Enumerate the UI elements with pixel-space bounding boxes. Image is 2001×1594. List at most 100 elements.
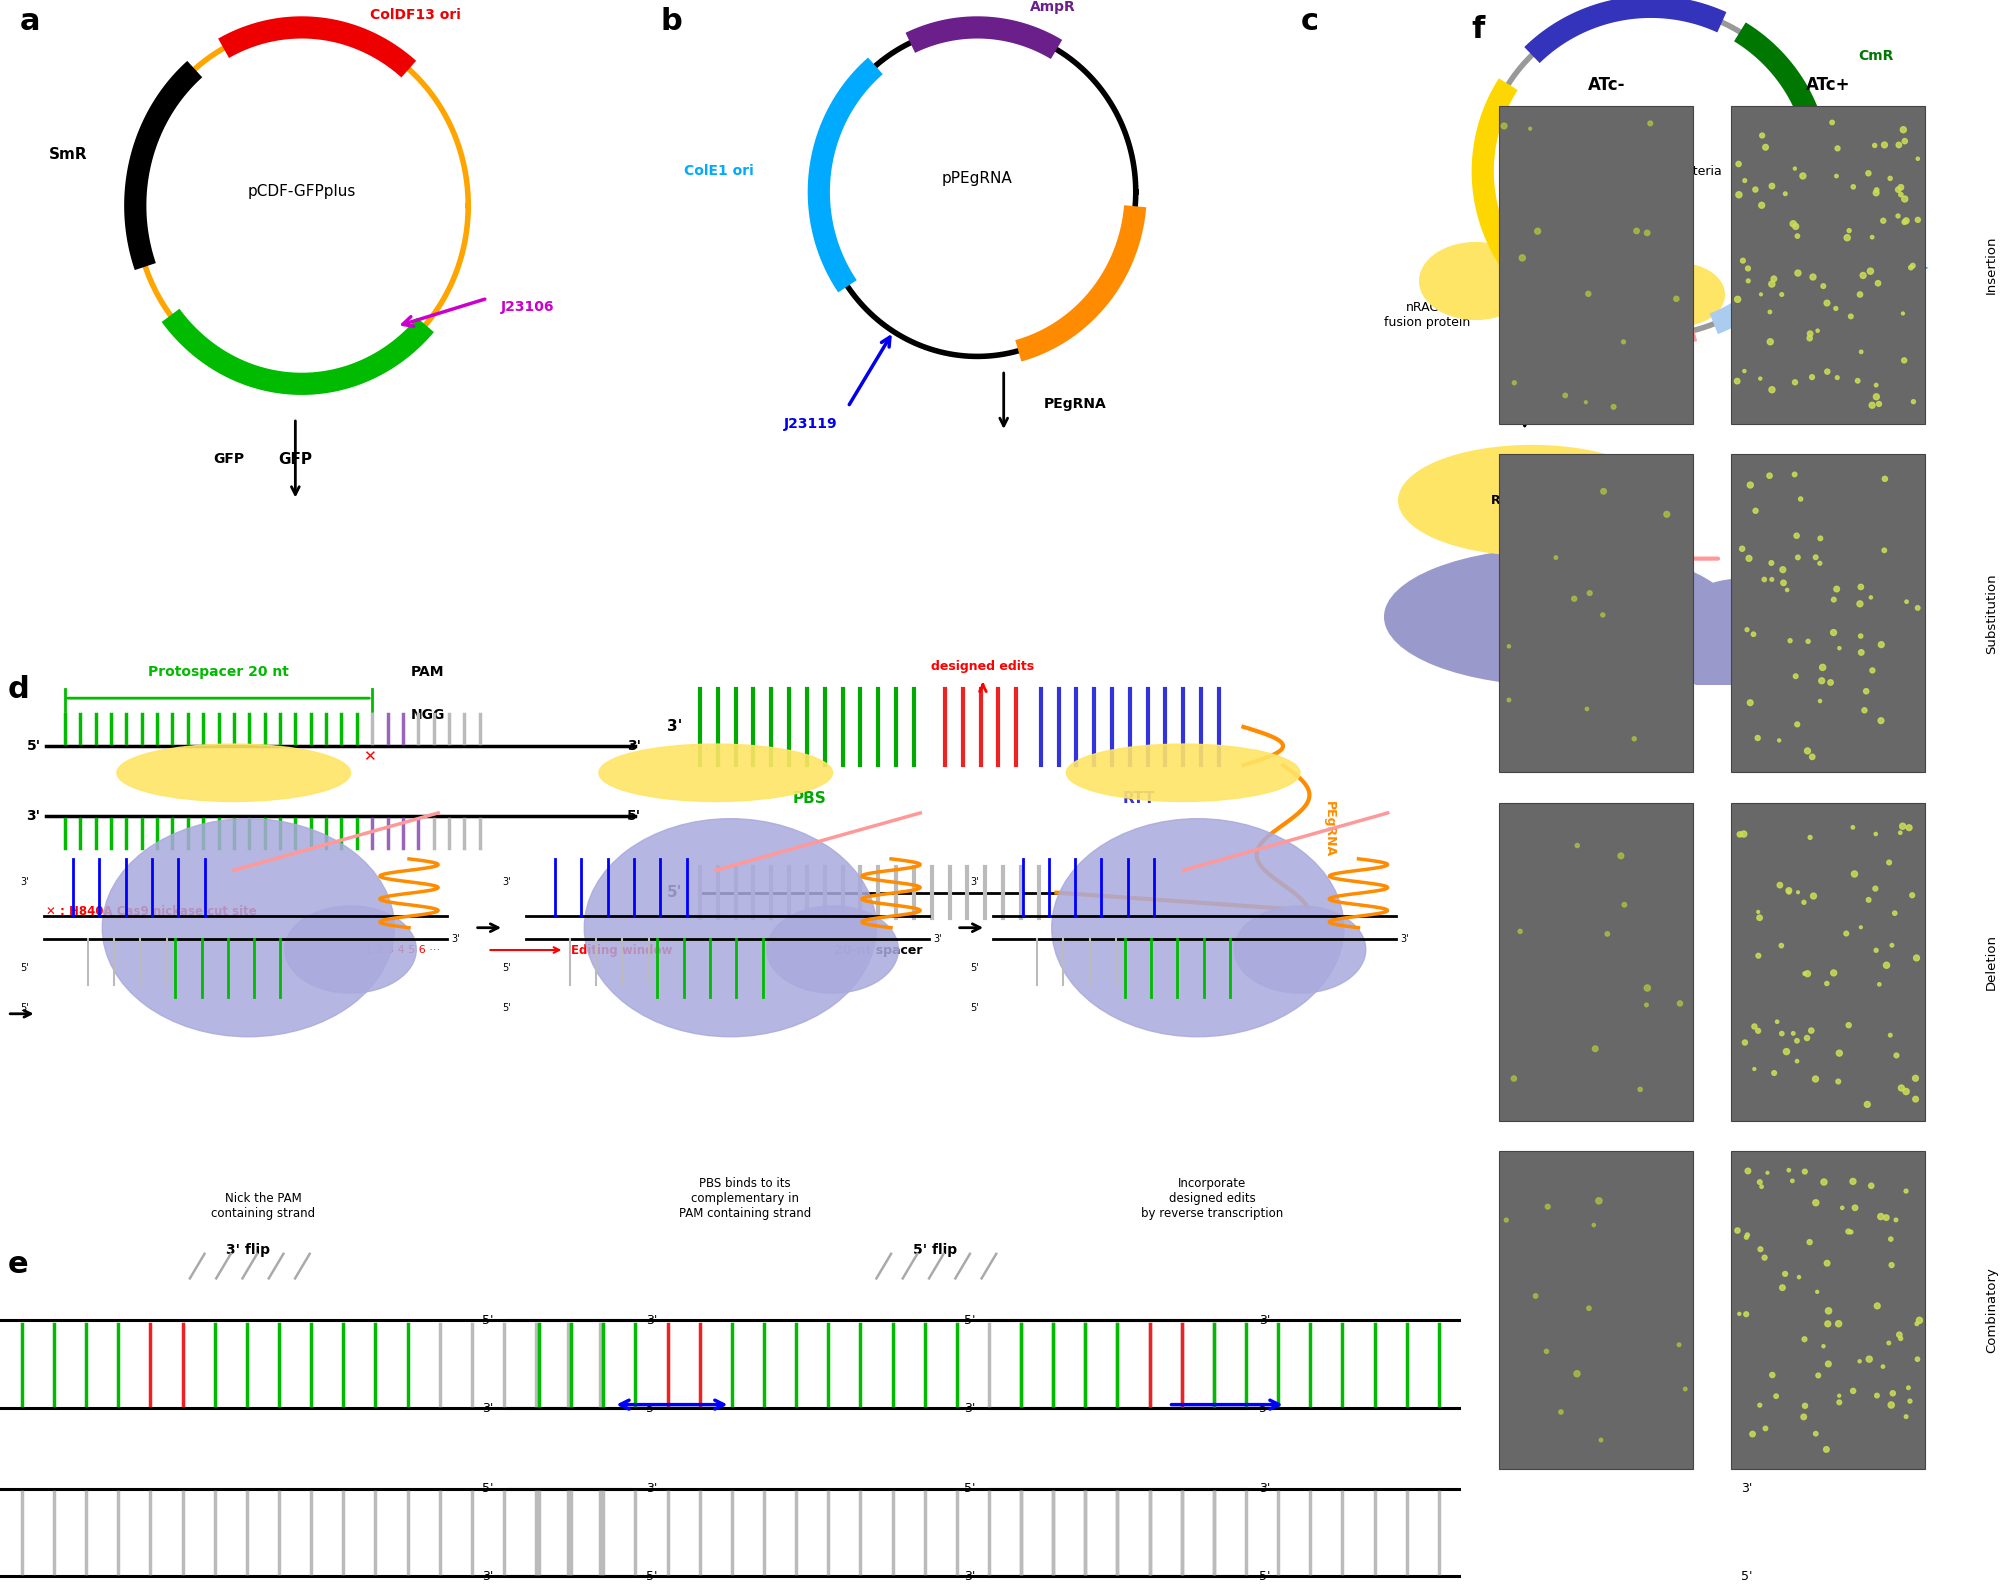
Point: [1745, 193, 1777, 218]
Point: [1755, 567, 1787, 593]
Text: 3': 3': [1259, 1313, 1271, 1326]
Point: [1785, 486, 1817, 512]
Point: [1823, 1384, 1855, 1409]
Point: [1883, 132, 1915, 158]
Point: [1753, 462, 1785, 488]
Text: c: c: [1301, 6, 1319, 35]
Text: RTT: RTT: [1123, 791, 1155, 805]
Point: [1869, 537, 1901, 563]
Point: [1815, 669, 1847, 695]
Point: [1807, 655, 1839, 681]
Text: 3': 3': [964, 1570, 976, 1583]
Point: [1573, 281, 1605, 306]
Point: [1587, 603, 1619, 628]
Point: [1859, 821, 1891, 846]
Ellipse shape: [598, 744, 832, 802]
Text: 5': 5': [970, 1003, 978, 1014]
Point: [1887, 116, 1919, 142]
Text: 3': 3': [20, 877, 30, 886]
Point: [1845, 591, 1877, 617]
Point: [1763, 727, 1795, 752]
Point: [1561, 832, 1593, 858]
Point: [1803, 1363, 1835, 1388]
Point: [1489, 113, 1521, 139]
Point: [1833, 218, 1865, 244]
Ellipse shape: [1399, 446, 1665, 555]
Point: [1579, 1036, 1611, 1062]
Point: [1855, 585, 1887, 611]
Bar: [1731, 1151, 1925, 1470]
Point: [1741, 725, 1773, 751]
Point: [1561, 1361, 1593, 1387]
Point: [1765, 932, 1797, 958]
Point: [1769, 182, 1801, 207]
Point: [1755, 328, 1787, 354]
Point: [1845, 639, 1877, 665]
Point: [1881, 1207, 1913, 1232]
Point: [1723, 182, 1755, 207]
Point: [1797, 744, 1829, 770]
Point: [1773, 880, 1805, 905]
Point: [1733, 545, 1765, 571]
Point: [1901, 147, 1933, 172]
Point: [1797, 883, 1829, 909]
Point: [1665, 991, 1697, 1017]
Point: [1721, 287, 1753, 312]
Point: [1835, 1219, 1867, 1245]
Point: [1799, 545, 1831, 571]
Point: [1783, 880, 1815, 905]
Point: [1823, 1310, 1855, 1336]
Point: [1733, 1159, 1765, 1184]
Point: [1745, 1237, 1777, 1262]
Point: [1743, 899, 1775, 925]
Point: [1835, 303, 1867, 328]
Point: [1899, 1065, 1931, 1090]
Point: [1781, 1028, 1813, 1054]
Point: [1749, 1245, 1781, 1270]
Bar: [1499, 454, 1693, 773]
Point: [1811, 1436, 1843, 1462]
Text: PBS: PBS: [792, 791, 826, 805]
Point: [1861, 1384, 1893, 1409]
Point: [1749, 567, 1781, 593]
Point: [1889, 209, 1921, 234]
Point: [1875, 166, 1907, 191]
Point: [1759, 1060, 1791, 1086]
Point: [1743, 944, 1775, 969]
Ellipse shape: [584, 819, 876, 1036]
Point: [1889, 129, 1921, 155]
Point: [1749, 1415, 1781, 1441]
Text: nRAGE
fusion protein: nRAGE fusion protein: [1383, 301, 1471, 328]
Point: [1505, 918, 1537, 944]
Point: [1499, 370, 1531, 395]
Text: 5': 5': [964, 1313, 976, 1326]
Point: [1855, 1173, 1887, 1199]
Bar: [1731, 454, 1925, 773]
Bar: [1499, 105, 1693, 424]
Point: [1897, 389, 1929, 414]
Point: [1571, 389, 1603, 414]
Point: [1863, 271, 1895, 296]
Point: [1765, 282, 1797, 308]
Point: [1865, 708, 1897, 733]
Point: [1621, 218, 1653, 244]
Text: PEgRNA: PEgRNA: [1323, 800, 1335, 858]
Text: 5': 5': [964, 1482, 976, 1495]
Ellipse shape: [102, 819, 394, 1036]
Point: [1861, 177, 1893, 202]
Point: [1823, 636, 1855, 662]
Text: 5': 5': [666, 885, 682, 901]
Point: [1823, 1041, 1855, 1066]
Point: [1797, 265, 1829, 290]
Point: [1799, 1420, 1831, 1446]
Text: PBS binds to its
complementary in
PAM containing strand: PBS binds to its complementary in PAM co…: [678, 1178, 810, 1221]
Text: 3': 3': [932, 934, 942, 944]
Point: [1577, 1213, 1609, 1239]
Point: [1851, 679, 1883, 705]
Point: [1541, 545, 1573, 571]
Point: [1631, 991, 1663, 1017]
Text: 3': 3': [646, 1313, 656, 1326]
Point: [1749, 134, 1781, 159]
Point: [1797, 365, 1829, 391]
Point: [1499, 1066, 1531, 1092]
